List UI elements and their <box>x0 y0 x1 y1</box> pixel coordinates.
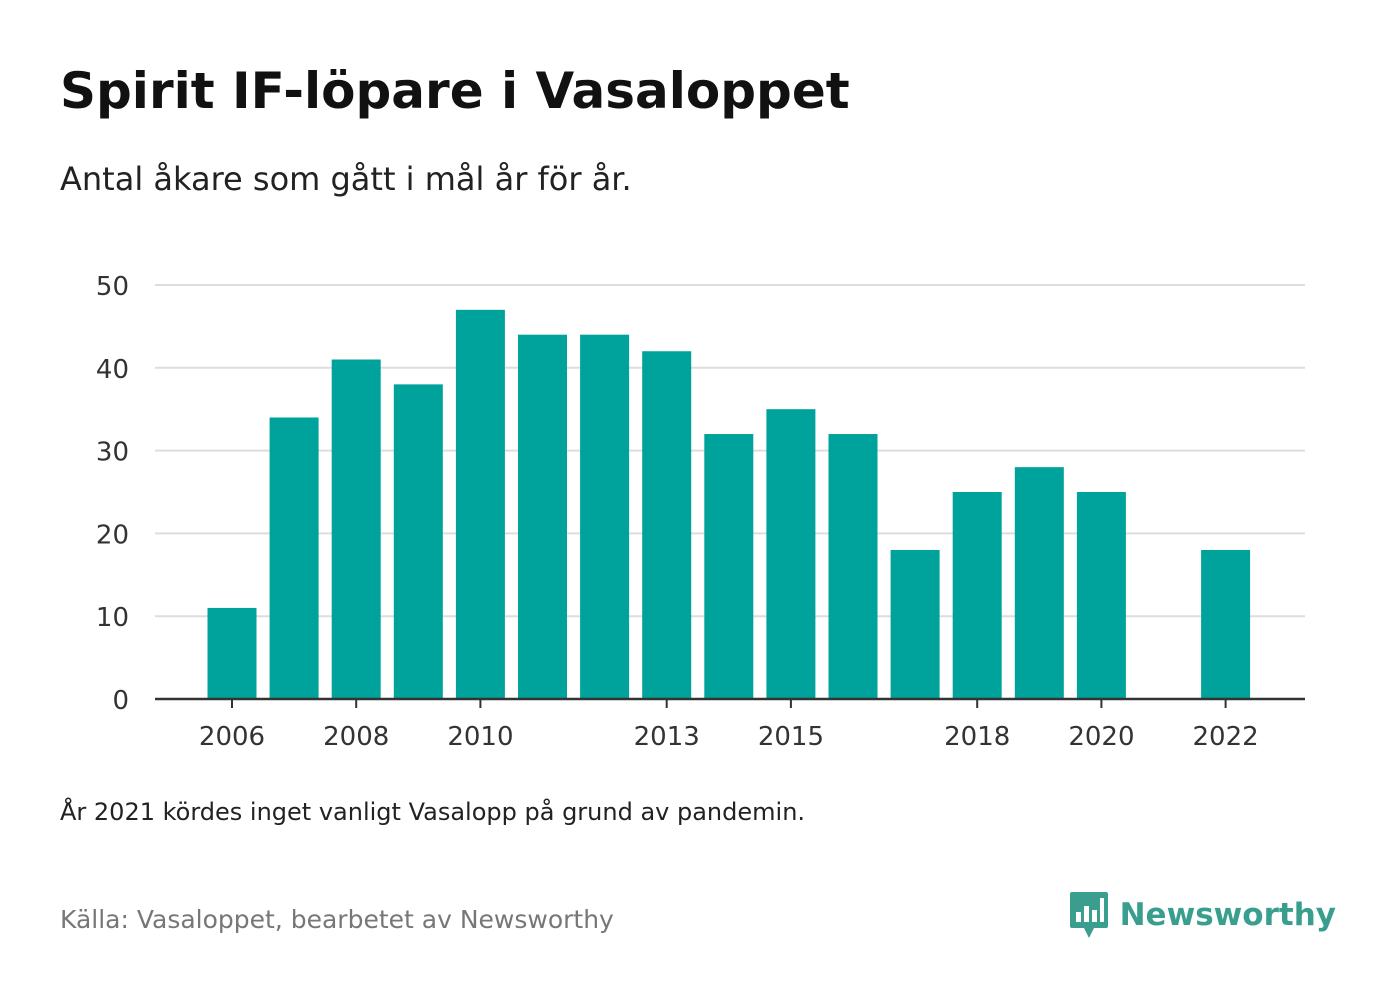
bars <box>207 309 1251 699</box>
newsworthy-logo-icon <box>1069 892 1108 938</box>
x-tick-label: 2010 <box>447 722 513 752</box>
newsworthy-logo[interactable]: Newsworthy <box>1068 890 1336 940</box>
bar-2015 <box>766 409 816 699</box>
bar-2019 <box>1014 467 1064 699</box>
y-tick-label: 0 <box>112 686 129 716</box>
bar-2014 <box>704 434 754 699</box>
bar-2008 <box>331 359 381 699</box>
y-tick-label: 10 <box>96 603 129 633</box>
x-tick-label: 2006 <box>199 722 265 752</box>
y-tick-label: 30 <box>96 438 129 468</box>
bar-2018 <box>952 492 1002 699</box>
axes: 0 10 20 30 40 50 2006 2008 2010 2013 2015 2018 2020 2… <box>96 272 1305 752</box>
bar-2013 <box>642 351 692 699</box>
x-tick-label: 2013 <box>634 722 700 752</box>
y-tick-label: 20 <box>96 520 129 550</box>
bar-2006 <box>207 607 257 699</box>
source-credit: Källa: Vasaloppet, bearbetet av Newswort… <box>60 905 614 934</box>
chart-title: Spirit IF-löpare i Vasaloppet <box>60 62 850 120</box>
bar-2012 <box>580 334 630 699</box>
bar-2017 <box>890 549 940 699</box>
y-tick-label: 40 <box>96 355 129 385</box>
bar-2010 <box>455 309 505 699</box>
bar-2016 <box>828 434 878 699</box>
x-tick-label: 2015 <box>758 722 824 752</box>
logo-text: Newsworthy <box>1119 897 1336 933</box>
chart-subtitle: Antal åkare som gått i mål år för år. <box>60 160 632 198</box>
chart-note: År 2021 kördes inget vanligt Vasalopp på… <box>60 798 806 826</box>
x-tick-label: 2022 <box>1193 722 1259 752</box>
bar-2011 <box>518 334 567 699</box>
bar-2020 <box>1076 492 1126 699</box>
x-tick-label: 2008 <box>323 722 389 752</box>
x-tick-label: 2020 <box>1068 722 1134 752</box>
y-tick-label: 50 <box>96 272 129 302</box>
x-tick-label: 2018 <box>944 722 1010 752</box>
bar-2007 <box>269 417 319 699</box>
bar-2009 <box>393 384 443 699</box>
bar-2022 <box>1201 549 1251 699</box>
